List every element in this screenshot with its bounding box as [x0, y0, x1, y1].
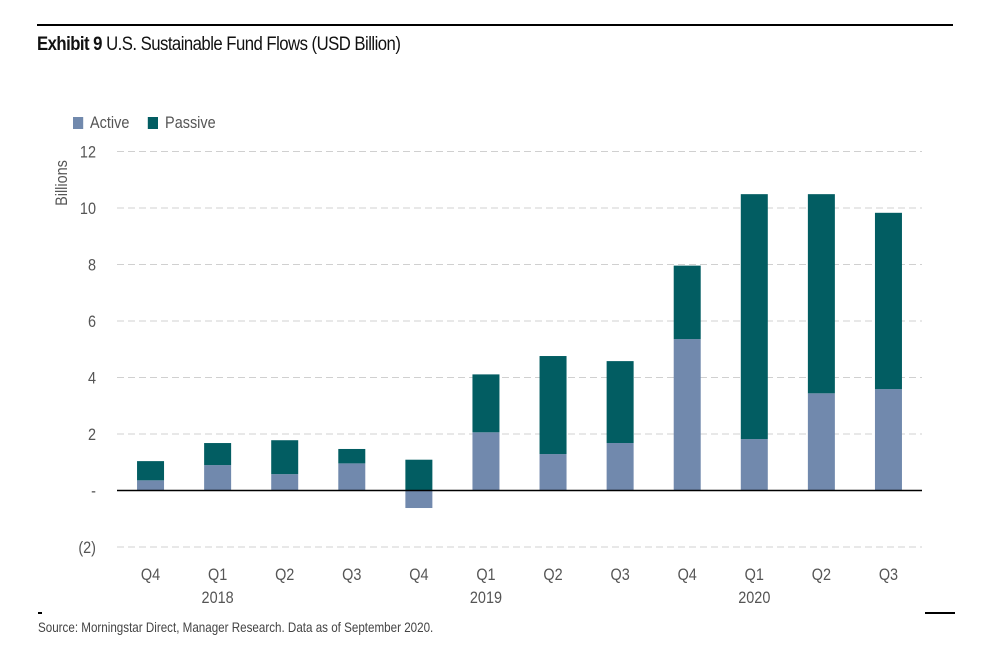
x-tick-label: Q1 [476, 566, 495, 584]
bar-passive [137, 461, 165, 481]
bar-passive [874, 212, 902, 390]
bar-active [673, 339, 701, 491]
bar-active [137, 480, 165, 491]
x-tick-label: Q1 [745, 566, 764, 584]
legend: Active Passive [73, 113, 234, 133]
legend-item-active: Active [73, 113, 129, 133]
bar-passive [271, 440, 299, 475]
bar-passive [673, 265, 701, 340]
x-tick-label: Q2 [543, 566, 562, 584]
bar-passive [472, 374, 500, 433]
bar-active [204, 465, 232, 491]
bar-passive [204, 443, 232, 466]
bar-active [874, 389, 902, 491]
x-tick-label: Q4 [141, 566, 160, 584]
legend-swatch-passive [148, 117, 159, 129]
x-tick-label: Q2 [275, 566, 294, 584]
y-tick-label: (2) [78, 539, 96, 557]
bar-active [472, 432, 500, 491]
source-tick [38, 612, 42, 614]
bar-active [405, 490, 433, 509]
source-note: Source: Morningstar Direct, Manager Rese… [38, 619, 434, 635]
y-tick-label: 10 [80, 200, 96, 218]
legend-label-passive: Passive [165, 113, 216, 132]
y-tick-label: 12 [80, 143, 96, 161]
x-year-label: 2018 [202, 589, 234, 607]
bar-passive [338, 448, 366, 464]
x-tick-label: Q1 [208, 566, 227, 584]
bar-passive [405, 459, 433, 491]
bar-passive [539, 356, 567, 455]
y-tick-label: 2 [88, 426, 96, 444]
bar-active [539, 454, 567, 491]
bar-passive [740, 194, 768, 440]
y-tick-label: - [91, 482, 96, 500]
y-tick-label: 6 [88, 313, 96, 331]
x-tick-label: Q2 [812, 566, 831, 584]
x-year-label: 2020 [738, 589, 770, 607]
legend-swatch-active [73, 117, 84, 129]
bar-passive [606, 361, 634, 444]
x-tick-label: Q4 [678, 566, 697, 584]
x-tick-label: Q3 [342, 566, 361, 584]
bar-active [740, 439, 768, 491]
title-text: U.S. Sustainable Fund Flows (USD Billion… [106, 34, 401, 55]
bar-active [338, 463, 366, 491]
bar-active [807, 393, 835, 491]
bottom-rule [925, 612, 955, 614]
legend-label-active: Active [90, 113, 130, 132]
x-year-label: 2019 [470, 589, 502, 607]
x-tick-label: Q3 [610, 566, 629, 584]
y-tick-label: 4 [88, 369, 96, 387]
bar-active [271, 474, 299, 491]
exhibit-label: Exhibit 9 [37, 34, 102, 55]
legend-item-passive: Passive [148, 113, 216, 133]
y-tick-label: 8 [88, 256, 96, 274]
x-tick-label: Q3 [879, 566, 898, 584]
top-rule [37, 24, 953, 26]
bar-active [606, 443, 634, 491]
bar-passive [807, 194, 835, 394]
chart-title: Exhibit 9 U.S. Sustainable Fund Flows (U… [37, 34, 401, 56]
x-tick-label: Q4 [409, 566, 428, 584]
